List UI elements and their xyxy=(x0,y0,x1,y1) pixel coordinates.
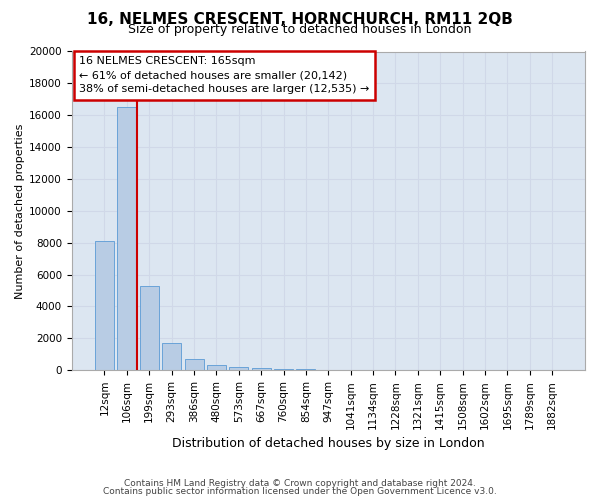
Bar xyxy=(229,367,248,370)
Bar xyxy=(95,241,114,370)
Y-axis label: Number of detached properties: Number of detached properties xyxy=(15,123,25,298)
Text: 16, NELMES CRESCENT, HORNCHURCH, RM11 2QB: 16, NELMES CRESCENT, HORNCHURCH, RM11 2Q… xyxy=(87,12,513,28)
Bar xyxy=(118,108,136,370)
Bar xyxy=(274,369,293,370)
Text: Contains public sector information licensed under the Open Government Licence v3: Contains public sector information licen… xyxy=(103,487,497,496)
Text: Size of property relative to detached houses in London: Size of property relative to detached ho… xyxy=(128,22,472,36)
Text: Contains HM Land Registry data © Crown copyright and database right 2024.: Contains HM Land Registry data © Crown c… xyxy=(124,478,476,488)
Bar xyxy=(185,359,203,370)
Text: 16 NELMES CRESCENT: 165sqm
← 61% of detached houses are smaller (20,142)
38% of : 16 NELMES CRESCENT: 165sqm ← 61% of deta… xyxy=(79,56,370,94)
X-axis label: Distribution of detached houses by size in London: Distribution of detached houses by size … xyxy=(172,437,485,450)
Bar xyxy=(162,343,181,370)
Bar xyxy=(140,286,159,370)
Bar xyxy=(207,364,226,370)
Bar xyxy=(251,368,271,370)
